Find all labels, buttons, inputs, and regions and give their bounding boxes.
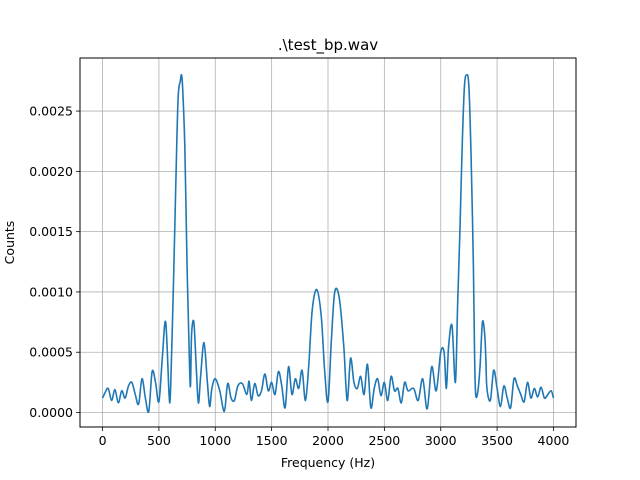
x-tick-label: 500 xyxy=(147,433,171,448)
y-tick-label: 0.0010 xyxy=(29,284,73,299)
x-axis-label: Frequency (Hz) xyxy=(281,455,375,470)
y-tick-label: 0.0015 xyxy=(29,224,73,239)
x-tick-label: 0 xyxy=(99,433,107,448)
grid xyxy=(80,58,576,427)
y-tick-label: 0.0000 xyxy=(29,405,73,420)
x-tick-label: 4000 xyxy=(538,433,570,448)
y-axis: 0.0000 0.0005 0.0010 0.0015 0.0020 0.0025 xyxy=(29,104,80,420)
x-axis: 0 500 1000 1500 2000 2500 3000 3500 4000 xyxy=(99,427,570,448)
y-tick-label: 0.0020 xyxy=(29,164,73,179)
chart-title: .\test_bp.wav xyxy=(278,36,378,55)
y-axis-label: Counts xyxy=(2,221,17,265)
x-tick-label: 3500 xyxy=(481,433,513,448)
series-layer xyxy=(101,73,555,414)
x-tick-label: 2500 xyxy=(368,433,400,448)
x-tick-label: 1500 xyxy=(256,433,288,448)
x-tick-label: 3000 xyxy=(425,433,457,448)
x-tick-label: 2000 xyxy=(312,433,344,448)
spectrum-line xyxy=(101,73,555,414)
y-tick-label: 0.0005 xyxy=(29,345,73,360)
x-tick-label: 1000 xyxy=(199,433,231,448)
y-tick-label: 0.0025 xyxy=(29,104,73,119)
